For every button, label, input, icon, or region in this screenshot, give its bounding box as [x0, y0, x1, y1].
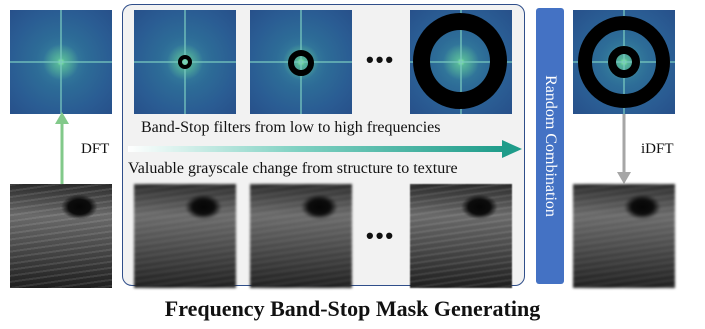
filtered-spectrum-n [410, 10, 512, 114]
dft-label: DFT [81, 141, 110, 157]
idft-label: iDFT [641, 141, 674, 157]
input-ultrasound-image [10, 184, 112, 288]
filtered-spectrum-1 [134, 10, 236, 114]
random-combination-label: Random Combination [542, 75, 559, 217]
dft-arrow [55, 112, 69, 184]
combined-mask-spectrum [573, 10, 675, 114]
figure-title: Frequency Band-Stop Mask Generating [164, 296, 541, 321]
output-ultrasound-image [573, 184, 675, 288]
filtered-ultrasound-2 [250, 184, 352, 288]
random-combination-bar: Random Combination [536, 8, 564, 284]
band-stop-ring [413, 13, 507, 109]
ellipsis-top: ••• [366, 47, 396, 72]
band-stop-caption: Band-Stop filters from low to high frequ… [141, 119, 441, 136]
band-stop-ring [178, 55, 192, 69]
grayscale-caption: Valuable grayscale change from structure… [128, 160, 458, 177]
ellipsis-bottom: ••• [366, 223, 396, 248]
idft-arrow [617, 114, 631, 184]
input-spectrum-image [10, 10, 112, 114]
filtered-ultrasound-n [410, 184, 512, 288]
band-stop-ring [288, 50, 314, 76]
filtered-ultrasound-1 [134, 184, 236, 288]
filtered-spectrum-2 [250, 10, 352, 114]
inner-band-stop-ring [608, 46, 640, 78]
progression-arrow [128, 140, 522, 158]
